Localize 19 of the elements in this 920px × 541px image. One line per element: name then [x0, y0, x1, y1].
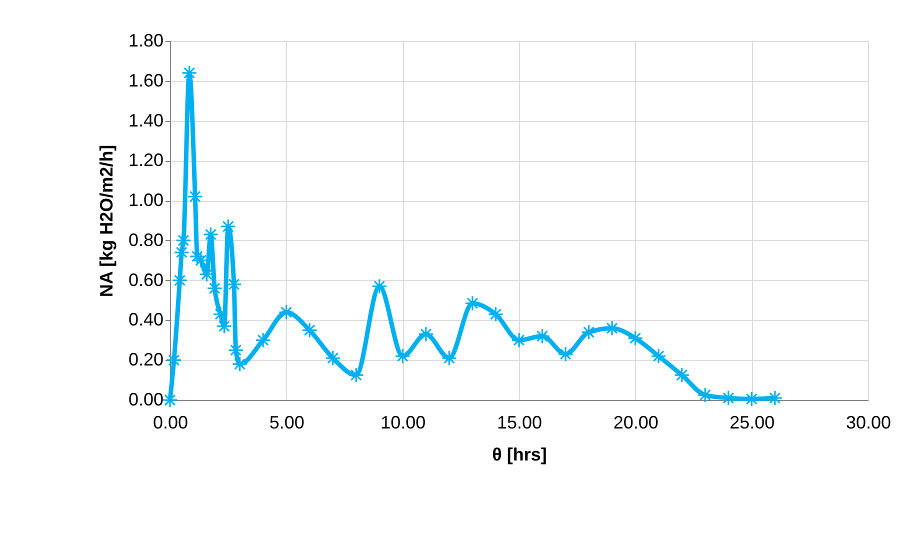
x-tick-label: 5.00	[269, 412, 304, 432]
y-axis-title: NA [kg H2O/m2/h]	[96, 144, 116, 298]
x-tick-label: 25.00	[730, 412, 775, 432]
x-tick-label: 15.00	[496, 412, 542, 432]
x-tick-label: 20.00	[613, 412, 658, 432]
y-tick-label: 0.40	[128, 310, 164, 330]
y-tick-label: 0.00	[128, 390, 164, 410]
y-tick-label: 0.20	[128, 350, 164, 370]
x-tick-label: 30.00	[846, 412, 892, 432]
x-tick-label: 10.00	[380, 412, 426, 432]
x-tick-label: 0.00	[152, 412, 188, 432]
y-tick-label: 1.00	[128, 190, 164, 210]
y-tick-label: 1.40	[128, 110, 164, 130]
y-tick-label: 0.60	[128, 270, 164, 290]
y-tick-label: 1.20	[128, 150, 164, 170]
y-tick-label: 1.80	[128, 30, 164, 50]
x-axis-title: θ [hrs]	[492, 444, 547, 464]
y-tick-label: 1.60	[128, 70, 164, 90]
y-tick-label: 0.80	[128, 230, 164, 250]
